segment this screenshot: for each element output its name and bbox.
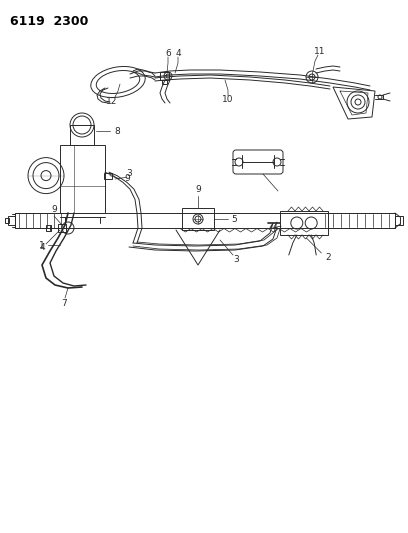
Text: 6119  2300: 6119 2300 [10, 15, 89, 28]
Bar [104, 173, 112, 179]
Bar [60, 145, 105, 213]
Text: 9: 9 [195, 185, 201, 195]
Text: 8: 8 [114, 126, 120, 135]
Text: 12: 12 [106, 96, 118, 106]
Bar [162, 80, 167, 84]
Text: 3: 3 [126, 169, 132, 177]
Text: 9: 9 [124, 174, 130, 183]
Text: 7: 7 [61, 298, 67, 308]
Text: 1: 1 [39, 240, 45, 249]
Text: 5: 5 [231, 214, 237, 223]
Bar [182, 208, 214, 230]
Bar [46, 225, 51, 231]
Text: 6: 6 [165, 49, 171, 58]
Text: 3: 3 [233, 255, 239, 264]
Bar [5, 218, 9, 223]
Bar [8, 216, 15, 225]
Bar [58, 224, 66, 232]
Text: 2: 2 [326, 253, 331, 262]
Bar [395, 216, 403, 225]
Bar [160, 72, 169, 80]
Text: 11: 11 [314, 46, 326, 55]
Bar [70, 125, 94, 145]
Text: 4: 4 [175, 49, 181, 58]
Text: 9: 9 [51, 206, 57, 214]
Bar [15, 213, 395, 228]
Text: 10: 10 [222, 95, 234, 104]
Bar [280, 211, 328, 235]
Text: 4: 4 [39, 244, 45, 253]
